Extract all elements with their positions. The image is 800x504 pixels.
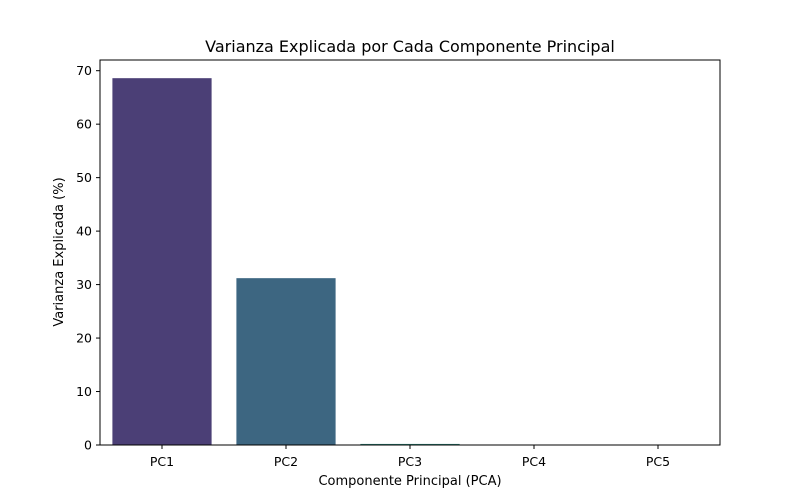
y-axis-ticks: 0 10 20 30 40 50 60 70 [76, 63, 100, 453]
bar-pc3 [360, 443, 460, 445]
y-tick-label: 0 [84, 438, 92, 453]
y-tick-label: 50 [76, 170, 92, 185]
y-tick-label: 30 [76, 277, 92, 292]
y-tick-label: 40 [76, 224, 92, 239]
x-tick-label: PC3 [398, 454, 422, 469]
y-tick-label: 70 [76, 63, 92, 78]
x-axis-ticks: PC1 PC2 PC3 PC4 PC5 [150, 445, 670, 469]
x-tick-label: PC4 [522, 454, 546, 469]
y-tick-label: 60 [76, 117, 92, 132]
bar-pc1 [112, 78, 212, 446]
bars-group [112, 78, 460, 446]
x-tick-label: PC5 [646, 454, 670, 469]
y-tick-label: 20 [76, 331, 92, 346]
x-tick-label: PC1 [150, 454, 174, 469]
bar-pc2 [236, 278, 336, 445]
x-tick-label: PC2 [274, 454, 298, 469]
y-tick-label: 10 [76, 384, 92, 399]
y-axis-label: Varianza Explicada (%) [52, 177, 67, 326]
chart-title: Varianza Explicada por Cada Componente P… [205, 37, 615, 56]
x-axis-label: Componente Principal (PCA) [318, 474, 501, 489]
plot-frame [99, 59, 721, 446]
